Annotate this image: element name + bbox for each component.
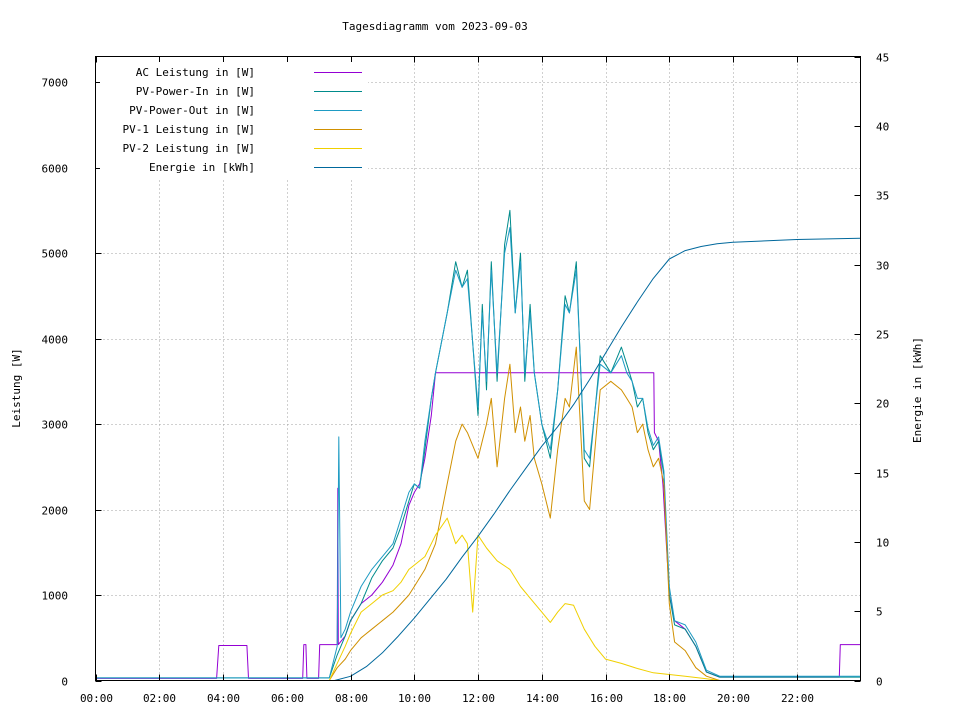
legend-label: Energie in [kWh] <box>149 161 255 174</box>
y-tick-label: 6000 <box>42 163 69 176</box>
y-tick-label: 1000 <box>42 590 69 603</box>
chart-title: Tagesdiagramm vom 2023-09-03 <box>342 20 527 33</box>
legend: AC Leistung in [W] PV-Power-In in [W] PV-P… <box>123 66 362 174</box>
series-line-5 <box>95 517 861 681</box>
legend-label: PV-Power-Out in [W] <box>129 104 255 117</box>
x-tick-label: 20:00 <box>717 692 750 705</box>
y2-tick-label: 5 <box>876 606 883 619</box>
series-line-4 <box>95 346 861 681</box>
x-tick-label: 06:00 <box>271 692 304 705</box>
y-tick-label: 4000 <box>42 334 69 347</box>
y2-axis-tick-labels: 0 5 10 15 20 25 30 35 40 45 <box>876 52 889 689</box>
x-tick-label: 16:00 <box>590 692 623 705</box>
legend-background <box>100 62 368 178</box>
legend-label: AC Leistung in [W] <box>136 66 255 79</box>
plot-frame <box>95 56 861 681</box>
y2-tick-label: 15 <box>876 468 889 481</box>
y-tick-label: 7000 <box>42 77 69 90</box>
x-tick-label: 14:00 <box>526 692 559 705</box>
y2-axis-label: Energie in [kWh] <box>911 337 924 443</box>
series-line-6 <box>95 237 861 681</box>
y2-tick-label: 30 <box>876 260 889 273</box>
y2-tick-label: 20 <box>876 398 889 411</box>
axis-ticks <box>95 56 861 682</box>
y2-tick-label: 45 <box>876 52 889 65</box>
y-axis-tick-labels: 0 1000 2000 3000 4000 5000 6000 7000 <box>42 77 69 689</box>
series-line-3 <box>95 227 861 679</box>
y-tick-label: 5000 <box>42 248 69 261</box>
y2-tick-label: 0 <box>876 676 883 689</box>
y-axis-label: Leistung [W] <box>10 348 23 427</box>
series-lines <box>95 209 861 681</box>
x-tick-label: 22:00 <box>781 692 814 705</box>
x-tick-label: 02:00 <box>143 692 176 705</box>
x-tick-label: 10:00 <box>398 692 431 705</box>
legend-label: PV-1 Leistung in [W] <box>123 123 255 136</box>
y-tick-label: 2000 <box>42 505 69 518</box>
y2-tick-label: 35 <box>876 190 889 203</box>
legend-label: PV-2 Leistung in [W] <box>123 142 255 155</box>
y2-tick-label: 10 <box>876 537 889 550</box>
y2-tick-label: 25 <box>876 329 889 342</box>
y-tick-label: 3000 <box>42 419 69 432</box>
x-tick-label: 12:00 <box>462 692 495 705</box>
x-tick-label: 18:00 <box>653 692 686 705</box>
x-tick-label: 08:00 <box>335 692 368 705</box>
y-tick-label: 0 <box>61 676 68 689</box>
series-line-1 <box>95 372 861 679</box>
legend-label: PV-Power-In in [W] <box>136 85 255 98</box>
x-axis-tick-labels: 00:00 02:00 04:00 06:00 08:00 10:00 12:00 14:00… <box>80 692 814 705</box>
y2-tick-label: 40 <box>876 121 889 134</box>
x-tick-label: 04:00 <box>207 692 240 705</box>
x-tick-label: 00:00 <box>80 692 113 705</box>
